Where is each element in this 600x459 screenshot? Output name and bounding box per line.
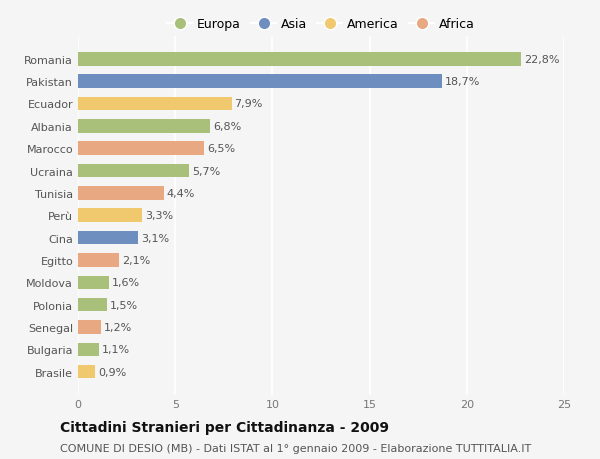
Bar xyxy=(78,276,109,289)
Text: 0,9%: 0,9% xyxy=(98,367,127,377)
Text: 1,6%: 1,6% xyxy=(112,278,140,288)
Text: 3,1%: 3,1% xyxy=(141,233,169,243)
Bar xyxy=(78,98,232,111)
Text: COMUNE DI DESIO (MB) - Dati ISTAT al 1° gennaio 2009 - Elaborazione TUTTITALIA.I: COMUNE DI DESIO (MB) - Dati ISTAT al 1° … xyxy=(60,443,531,453)
Text: 1,2%: 1,2% xyxy=(104,322,133,332)
Bar xyxy=(78,254,119,267)
Text: 1,5%: 1,5% xyxy=(110,300,138,310)
Text: 6,8%: 6,8% xyxy=(213,122,241,132)
Text: 18,7%: 18,7% xyxy=(445,77,480,87)
Legend: Europa, Asia, America, Africa: Europa, Asia, America, Africa xyxy=(163,14,479,35)
Bar xyxy=(78,343,100,356)
Bar xyxy=(78,164,189,178)
Bar xyxy=(78,231,138,245)
Bar xyxy=(78,209,142,223)
Bar xyxy=(78,298,107,312)
Text: 1,1%: 1,1% xyxy=(102,345,130,354)
Bar xyxy=(78,142,205,156)
Text: 22,8%: 22,8% xyxy=(524,55,560,65)
Bar xyxy=(78,365,95,379)
Text: 2,1%: 2,1% xyxy=(122,255,150,265)
Bar xyxy=(78,320,101,334)
Text: 6,5%: 6,5% xyxy=(207,144,235,154)
Text: 7,9%: 7,9% xyxy=(235,99,263,109)
Text: Cittadini Stranieri per Cittadinanza - 2009: Cittadini Stranieri per Cittadinanza - 2… xyxy=(60,420,389,434)
Bar xyxy=(78,187,164,200)
Text: 4,4%: 4,4% xyxy=(166,189,195,198)
Bar xyxy=(78,75,442,89)
Bar xyxy=(78,53,521,67)
Text: 3,3%: 3,3% xyxy=(145,211,173,221)
Bar xyxy=(78,120,210,133)
Text: 5,7%: 5,7% xyxy=(192,166,220,176)
